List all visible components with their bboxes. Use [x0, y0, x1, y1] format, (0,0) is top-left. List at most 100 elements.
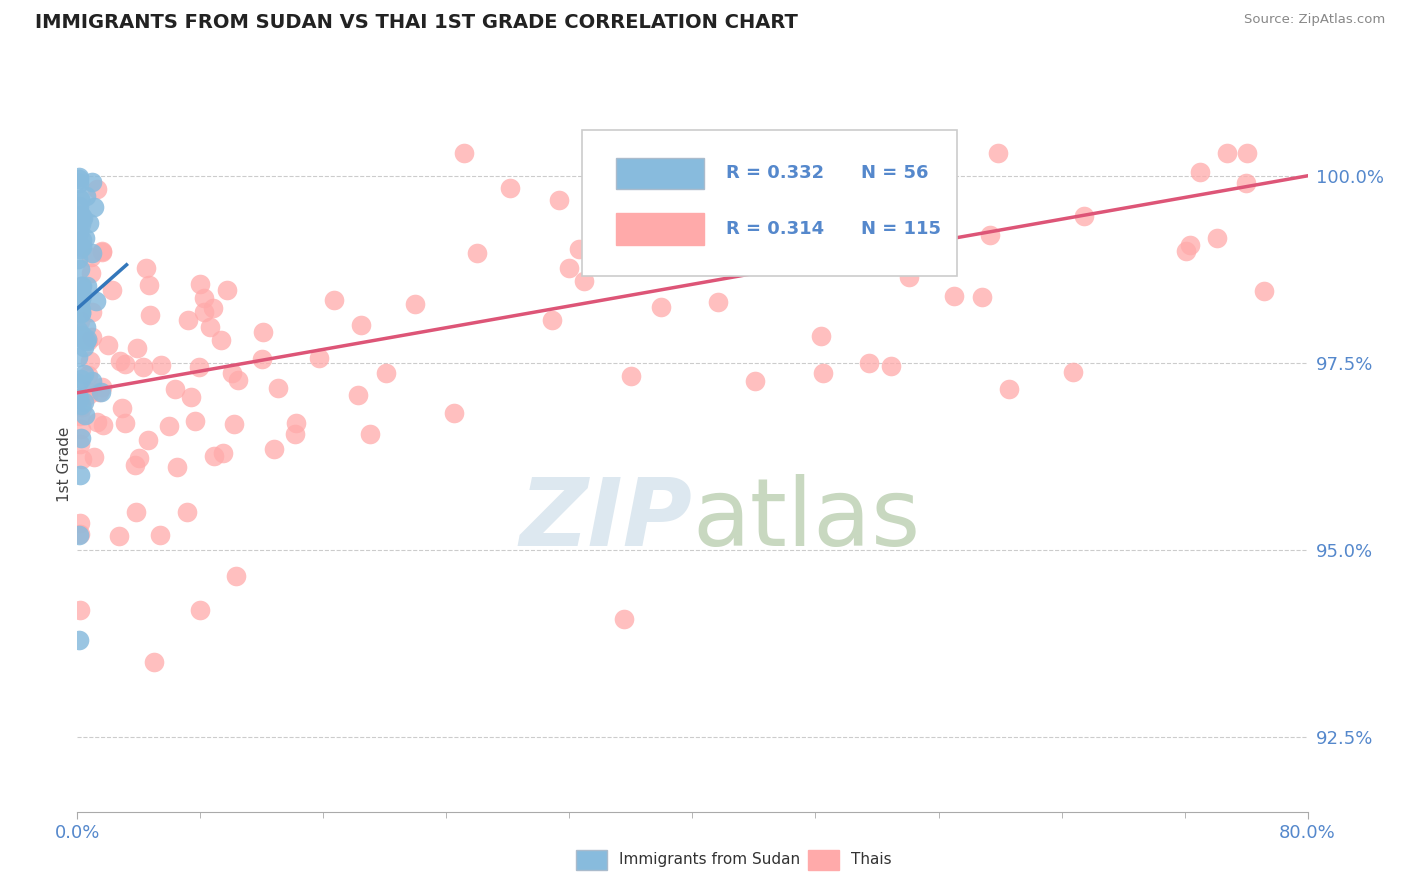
Point — [72, 332, 94, 346]
Point — [1236, 146, 1258, 161]
Point — [114, 357, 136, 371]
Point — [69, 468, 91, 483]
Point — [135, 261, 157, 276]
Point — [69, 516, 91, 530]
Point — [221, 367, 243, 381]
Point — [67, 225, 90, 239]
Point — [69, 192, 91, 206]
Point — [136, 433, 159, 447]
Point — [84, 293, 107, 308]
Point — [70, 431, 93, 445]
Point — [66, 252, 89, 266]
Point — [188, 277, 211, 291]
Point — [706, 294, 728, 309]
Point — [898, 180, 921, 194]
Point — [73, 368, 96, 382]
Point — [66, 236, 89, 251]
Point — [90, 244, 112, 258]
Point — [86, 415, 108, 429]
Point — [80, 245, 103, 260]
Point — [898, 269, 921, 284]
Point — [83, 201, 105, 215]
Point — [252, 325, 274, 339]
Point — [80, 305, 103, 319]
Point — [111, 401, 134, 415]
Text: N = 56: N = 56 — [862, 164, 929, 182]
Point — [69, 261, 91, 276]
Point — [91, 417, 114, 432]
Point — [69, 302, 91, 317]
Point — [70, 278, 93, 293]
Text: Source: ZipAtlas.com: Source: ZipAtlas.com — [1244, 13, 1385, 27]
Point — [183, 414, 205, 428]
Point — [177, 313, 200, 327]
Point — [101, 283, 124, 297]
Point — [225, 568, 247, 582]
Point — [187, 359, 209, 374]
Text: Immigrants from Sudan: Immigrants from Sudan — [619, 853, 800, 867]
Point — [114, 417, 136, 431]
Point — [80, 375, 103, 389]
Point — [465, 246, 488, 260]
Point — [77, 388, 100, 402]
Point — [987, 146, 1010, 161]
Point — [69, 208, 91, 222]
Point — [90, 385, 112, 400]
Point — [69, 211, 91, 226]
Point — [873, 234, 896, 248]
Text: IMMIGRANTS FROM SUDAN VS THAI 1ST GRADE CORRELATION CHART: IMMIGRANTS FROM SUDAN VS THAI 1ST GRADE … — [35, 13, 799, 32]
Point — [1062, 365, 1084, 379]
Point — [404, 297, 426, 311]
Point — [1205, 231, 1227, 245]
Point — [67, 177, 90, 191]
Point — [79, 353, 101, 368]
Point — [76, 368, 98, 383]
Point — [67, 172, 90, 186]
Point — [91, 380, 114, 394]
Point — [70, 292, 93, 306]
Point — [541, 313, 564, 327]
Point — [69, 409, 91, 424]
Point — [942, 289, 965, 303]
Point — [70, 288, 93, 302]
Point — [138, 278, 160, 293]
Point — [67, 528, 90, 542]
Point — [880, 359, 903, 373]
Point — [70, 217, 93, 231]
Point — [69, 391, 91, 405]
Point — [67, 199, 90, 213]
Point — [67, 169, 90, 184]
Point — [127, 341, 149, 355]
Point — [150, 359, 173, 373]
Point — [374, 367, 396, 381]
Point — [108, 529, 131, 543]
Point — [69, 603, 91, 617]
Text: ZIP: ZIP — [520, 474, 693, 566]
Point — [188, 603, 212, 617]
Point — [308, 351, 330, 365]
Text: N = 115: N = 115 — [862, 219, 942, 237]
Point — [70, 233, 93, 247]
Point — [821, 197, 844, 211]
Point — [193, 291, 215, 305]
Point — [997, 382, 1019, 396]
Text: R = 0.332: R = 0.332 — [725, 164, 824, 182]
Point — [226, 374, 249, 388]
Point — [1174, 244, 1197, 259]
Point — [1073, 210, 1095, 224]
Point — [67, 297, 90, 311]
Point — [347, 388, 370, 402]
Point — [70, 211, 93, 226]
Point — [77, 216, 100, 230]
Point — [212, 446, 235, 460]
Point — [83, 450, 105, 464]
Point — [215, 283, 238, 297]
Point — [620, 369, 643, 384]
Point — [198, 319, 221, 334]
Point — [69, 437, 91, 451]
Point — [157, 418, 180, 433]
Point — [75, 320, 97, 334]
Point — [124, 458, 146, 472]
Point — [209, 333, 232, 347]
Point — [202, 449, 225, 463]
